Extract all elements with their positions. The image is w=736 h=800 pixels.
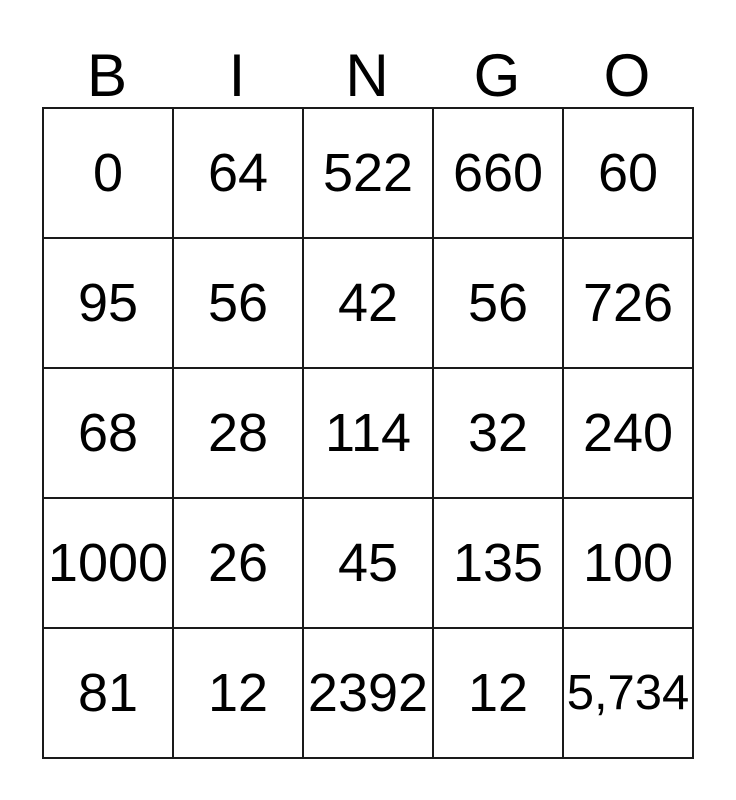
bingo-row-1: 0 64 522 660 60 xyxy=(42,107,694,239)
bingo-cell-r3c2[interactable]: 28 xyxy=(172,367,304,499)
bingo-cell-r2c3[interactable]: 42 xyxy=(302,237,434,369)
bingo-cell-r4c5[interactable]: 100 xyxy=(562,497,694,629)
bingo-cell-r2c1[interactable]: 95 xyxy=(42,237,174,369)
bingo-cell-r3c1[interactable]: 68 xyxy=(42,367,174,499)
bingo-header-letter-1: I xyxy=(228,42,246,109)
bingo-header-letter-3: G xyxy=(473,42,521,109)
bingo-row-2: 95 56 42 56 726 xyxy=(42,237,694,369)
bingo-cell-r5c4[interactable]: 12 xyxy=(432,627,564,759)
bingo-header-letter-4: O xyxy=(603,42,651,109)
bingo-cell-r5c1[interactable]: 81 xyxy=(42,627,174,759)
bingo-cell-r1c3[interactable]: 522 xyxy=(302,107,434,239)
bingo-grid: 0 64 522 660 60 95 56 42 56 726 68 28 114 32 240 1000 26… xyxy=(42,107,694,759)
bingo-row-4: 1000 26 45 135 100 xyxy=(42,497,694,629)
bingo-cell-r5c5[interactable]: 5,734 xyxy=(562,627,694,759)
bingo-cell-r2c2[interactable]: 56 xyxy=(172,237,304,369)
bingo-row-3: 68 28 114 32 240 xyxy=(42,367,694,499)
bingo-cell-r1c2[interactable]: 64 xyxy=(172,107,304,239)
bingo-header-letter-0: B xyxy=(86,42,128,109)
bingo-cell-r3c4[interactable]: 32 xyxy=(432,367,564,499)
bingo-cell-r4c1[interactable]: 1000 xyxy=(42,497,174,629)
bingo-cell-r2c4[interactable]: 56 xyxy=(432,237,564,369)
bingo-cell-r1c4[interactable]: 660 xyxy=(432,107,564,239)
bingo-header-letter-2: N xyxy=(345,42,389,109)
bingo-cell-r5c3[interactable]: 2392 xyxy=(302,627,434,759)
bingo-cell-r1c5[interactable]: 60 xyxy=(562,107,694,239)
bingo-cell-r3c3[interactable]: 114 xyxy=(302,367,434,499)
bingo-cell-r3c5[interactable]: 240 xyxy=(562,367,694,499)
bingo-row-5: 81 12 2392 12 5,734 xyxy=(42,627,694,759)
bingo-cell-r1c1[interactable]: 0 xyxy=(42,107,174,239)
bingo-cell-r2c5[interactable]: 726 xyxy=(562,237,694,369)
bingo-cell-r4c4[interactable]: 135 xyxy=(432,497,564,629)
bingo-cell-r4c2[interactable]: 26 xyxy=(172,497,304,629)
bingo-cell-r5c2[interactable]: 12 xyxy=(172,627,304,759)
bingo-cell-r4c3[interactable]: 45 xyxy=(302,497,434,629)
